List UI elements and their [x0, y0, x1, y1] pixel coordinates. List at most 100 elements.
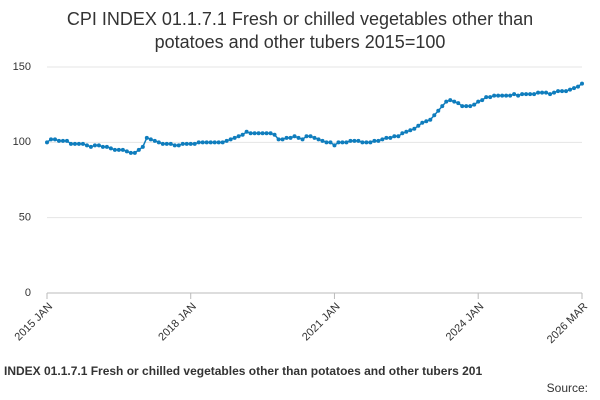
- point: [212, 140, 217, 145]
- point: [572, 86, 577, 91]
- point: [560, 89, 565, 94]
- point: [304, 134, 309, 139]
- point: [172, 143, 177, 148]
- point: [288, 135, 293, 140]
- point: [500, 93, 505, 98]
- point: [88, 144, 93, 149]
- point: [60, 138, 65, 143]
- point: [168, 141, 173, 146]
- footer: INDEX 01.1.7.1 Fresh or chilled vegetabl…: [4, 364, 482, 378]
- point: [472, 102, 477, 107]
- point: [100, 144, 105, 149]
- point: [224, 138, 229, 143]
- point: [180, 141, 185, 146]
- point: [460, 104, 465, 109]
- point: [448, 98, 453, 103]
- point: [436, 108, 441, 113]
- point: [316, 137, 321, 142]
- point: [528, 92, 533, 97]
- point: [480, 98, 485, 103]
- x-tick-label: 2015 JAN: [13, 301, 56, 344]
- point: [332, 143, 337, 148]
- point: [488, 95, 493, 100]
- y-tick-label: 50: [19, 212, 31, 224]
- x-tick-label: 2024 JAN: [444, 301, 487, 344]
- point: [412, 126, 417, 131]
- y-tick-label: 100: [13, 136, 31, 148]
- point: [408, 128, 413, 133]
- point: [140, 144, 145, 149]
- point: [196, 140, 201, 145]
- point: [152, 138, 157, 143]
- point: [544, 90, 549, 95]
- point: [548, 92, 553, 97]
- point: [364, 140, 369, 145]
- point: [120, 147, 125, 152]
- point: [48, 137, 53, 142]
- y-tick-label: 0: [25, 287, 31, 299]
- x-tick-label: 2026 MAR: [545, 301, 590, 346]
- point: [396, 134, 401, 139]
- point: [424, 119, 429, 124]
- point: [384, 135, 389, 140]
- point: [376, 138, 381, 143]
- point: [124, 149, 129, 154]
- point: [292, 134, 297, 139]
- point: [296, 135, 301, 140]
- point: [164, 141, 169, 146]
- point: [204, 140, 209, 145]
- point: [552, 90, 557, 95]
- chart-title: potatoes and other tubers 2015=100: [155, 32, 446, 52]
- point: [524, 92, 529, 97]
- point: [312, 135, 317, 140]
- point: [240, 132, 245, 137]
- point: [300, 137, 305, 142]
- point: [432, 113, 437, 118]
- point: [208, 140, 213, 145]
- point: [184, 141, 189, 146]
- point: [340, 140, 345, 145]
- point: [64, 138, 69, 143]
- point: [68, 141, 73, 146]
- point: [356, 138, 361, 143]
- x-tick-label: 2021 JAN: [300, 301, 343, 344]
- point: [420, 120, 425, 125]
- point: [344, 140, 349, 145]
- point: [444, 99, 449, 104]
- point: [244, 129, 249, 134]
- point: [468, 104, 473, 109]
- point: [256, 131, 261, 136]
- point: [148, 137, 153, 142]
- x-tick-label: 2018 JAN: [156, 301, 199, 344]
- point: [368, 140, 373, 145]
- point: [576, 84, 581, 89]
- point: [188, 141, 193, 146]
- point: [112, 147, 117, 152]
- point: [248, 131, 253, 136]
- point: [260, 131, 265, 136]
- point: [380, 137, 385, 142]
- point: [96, 143, 101, 148]
- point: [76, 141, 81, 146]
- point: [324, 140, 329, 145]
- point: [504, 93, 509, 98]
- point: [336, 140, 341, 145]
- point: [144, 135, 149, 140]
- point: [580, 81, 584, 86]
- point: [516, 93, 521, 98]
- chart-title: CPI INDEX 01.1.7.1 Fresh or chilled vege…: [67, 9, 533, 29]
- point: [404, 129, 409, 134]
- point: [80, 141, 85, 146]
- point: [45, 140, 49, 145]
- source: Source:: [547, 381, 588, 395]
- point: [540, 90, 545, 95]
- point: [116, 147, 121, 152]
- point: [252, 131, 257, 136]
- point: [132, 150, 137, 155]
- point: [108, 146, 113, 151]
- point: [348, 138, 353, 143]
- point: [564, 89, 569, 94]
- point: [372, 138, 377, 143]
- point: [532, 92, 537, 97]
